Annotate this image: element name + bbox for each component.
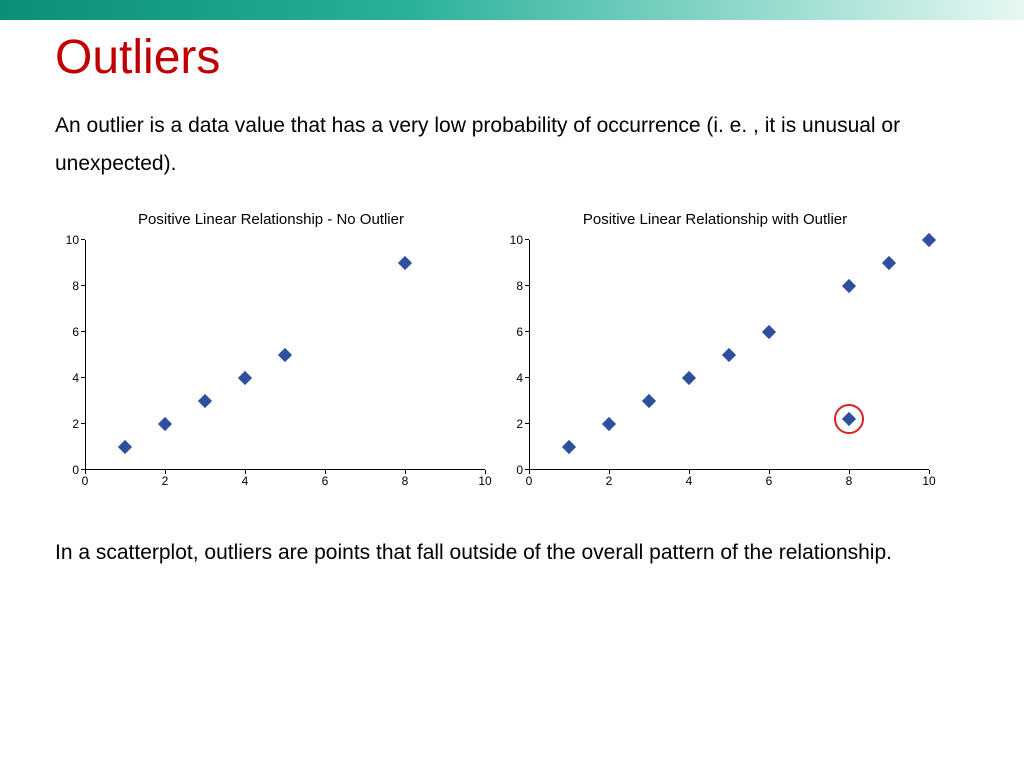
charts-row: Positive Linear Relationship - No Outlie… [55, 211, 969, 492]
chart-right-title: Positive Linear Relationship with Outlie… [499, 211, 931, 228]
x-tick-label: 4 [686, 470, 693, 488]
x-tick-label: 8 [846, 470, 853, 488]
data-point [278, 348, 292, 362]
data-point [842, 279, 856, 293]
plot-area: 02468100246810 [529, 240, 929, 470]
y-tick-label: 2 [516, 417, 529, 431]
data-point [682, 371, 696, 385]
y-tick-label: 2 [72, 417, 85, 431]
gradient-banner [0, 0, 1024, 20]
y-tick-label: 6 [72, 325, 85, 339]
y-tick-label: 10 [510, 233, 529, 247]
y-tick-label: 10 [66, 233, 85, 247]
data-point [882, 256, 896, 270]
y-tick-label: 4 [516, 371, 529, 385]
data-point [398, 256, 412, 270]
data-point [642, 394, 656, 408]
data-point [762, 325, 776, 339]
data-point [602, 417, 616, 431]
x-axis [529, 469, 929, 470]
y-axis [529, 240, 530, 470]
y-tick-label: 8 [516, 279, 529, 293]
definition-paragraph: An outlier is a data value that has a ve… [55, 107, 969, 183]
chart-left-title: Positive Linear Relationship - No Outlie… [55, 211, 487, 228]
x-tick-label: 0 [82, 470, 89, 488]
scatter-note-paragraph: In a scatterplot, outliers are points th… [55, 534, 969, 572]
slide-title: Outliers [55, 30, 969, 85]
y-tick-label: 8 [72, 279, 85, 293]
x-tick-label: 2 [162, 470, 169, 488]
y-axis [85, 240, 86, 470]
x-tick-label: 8 [402, 470, 409, 488]
data-point [922, 233, 936, 247]
y-tick-label: 6 [516, 325, 529, 339]
data-point [562, 440, 576, 454]
data-point [238, 371, 252, 385]
data-point [722, 348, 736, 362]
x-tick-label: 10 [478, 470, 491, 488]
slide-content: Outliers An outlier is a data value that… [0, 20, 1024, 571]
data-point [158, 417, 172, 431]
data-point [198, 394, 212, 408]
x-tick-label: 6 [322, 470, 329, 488]
chart-right-wrap: Positive Linear Relationship with Outlie… [499, 211, 931, 492]
x-tick-label: 0 [526, 470, 533, 488]
plot-area: 02468100246810 [85, 240, 485, 470]
x-tick-label: 4 [242, 470, 249, 488]
chart-left: 02468100246810 [55, 238, 487, 492]
y-tick-label: 4 [72, 371, 85, 385]
x-tick-label: 2 [606, 470, 613, 488]
data-point [118, 440, 132, 454]
outlier-highlight-ring [834, 404, 864, 434]
x-axis [85, 469, 485, 470]
chart-left-wrap: Positive Linear Relationship - No Outlie… [55, 211, 487, 492]
x-tick-label: 10 [922, 470, 935, 488]
x-tick-label: 6 [766, 470, 773, 488]
chart-right: 02468100246810 [499, 238, 931, 492]
